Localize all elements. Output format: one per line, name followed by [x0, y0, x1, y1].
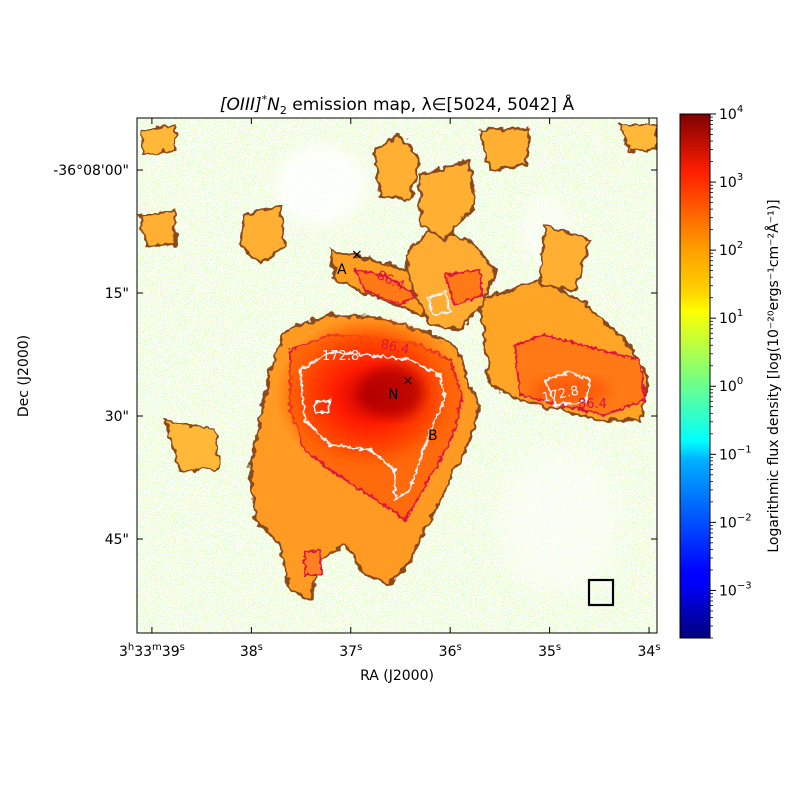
- y-axis: -36°08'00" 15" 30" 45": [53, 163, 657, 548]
- emission-peak: [360, 366, 424, 418]
- x-tick-label: 37s: [339, 642, 362, 660]
- colorbar-tick-label: 102: [719, 240, 743, 259]
- y-tick-label: -36°08'00": [53, 163, 129, 179]
- marker-label-N: N: [388, 387, 398, 403]
- colorbar-tick-label: 101: [719, 308, 743, 327]
- colorbar-label: Logarithmic flux density [log(10⁻²⁰ergs⁻…: [765, 199, 782, 552]
- contour-label-86: 86.4: [379, 337, 410, 358]
- marker-cross-A: ×: [351, 247, 363, 263]
- contour-label-172: 172.8: [322, 349, 359, 364]
- x-axis-label: RA (J2000): [360, 668, 434, 684]
- colorbar-tick-label: 103: [719, 172, 743, 191]
- y-tick-label: 15": [105, 286, 129, 302]
- contour-label-86: 86.4: [578, 397, 607, 412]
- empty-patch: [500, 450, 620, 590]
- plot-frame: [136, 117, 658, 634]
- x-tick-label: 36s: [439, 642, 462, 660]
- x-axis: 3h33m39s 38s 37s 36s 35s 34s: [119, 118, 661, 660]
- x-tick-label: 3h33m39s: [119, 642, 185, 660]
- colorbar: [679, 113, 711, 639]
- colorbar-tick-label: 100: [719, 376, 743, 395]
- map-plot-area: 172.8 86.4 172.8 86.4 86.4 × A × N B: [137, 118, 657, 633]
- colorbar-tick-label: 104: [719, 104, 743, 123]
- beam-box: [587, 578, 615, 607]
- chart-title: [OIII]*N2 emission map, λ∈[5024, 5042] Å: [220, 93, 575, 117]
- x-tick-label: 38s: [240, 642, 263, 660]
- marker-cross-N: ×: [402, 373, 414, 389]
- x-tick-label: 35s: [538, 642, 561, 660]
- y-tick-label: 30": [105, 409, 129, 425]
- colorbar-axis: 104 103 102 101 100 10−1 10−2 10−3: [710, 104, 752, 639]
- y-tick-label: 45": [105, 532, 129, 548]
- colorbar-tick-label: 10−3: [719, 580, 752, 599]
- marker-label-B: B: [428, 428, 438, 444]
- contour-white: [298, 290, 592, 502]
- y-axis-label: Dec (J2000): [16, 335, 32, 417]
- marker-label-A: A: [337, 262, 347, 278]
- colorbar-tick-label: 10−1: [719, 444, 752, 463]
- colorbar-tick-label: 10−2: [719, 512, 752, 531]
- empty-patch: [275, 145, 365, 225]
- x-tick-label: 34s: [638, 642, 661, 660]
